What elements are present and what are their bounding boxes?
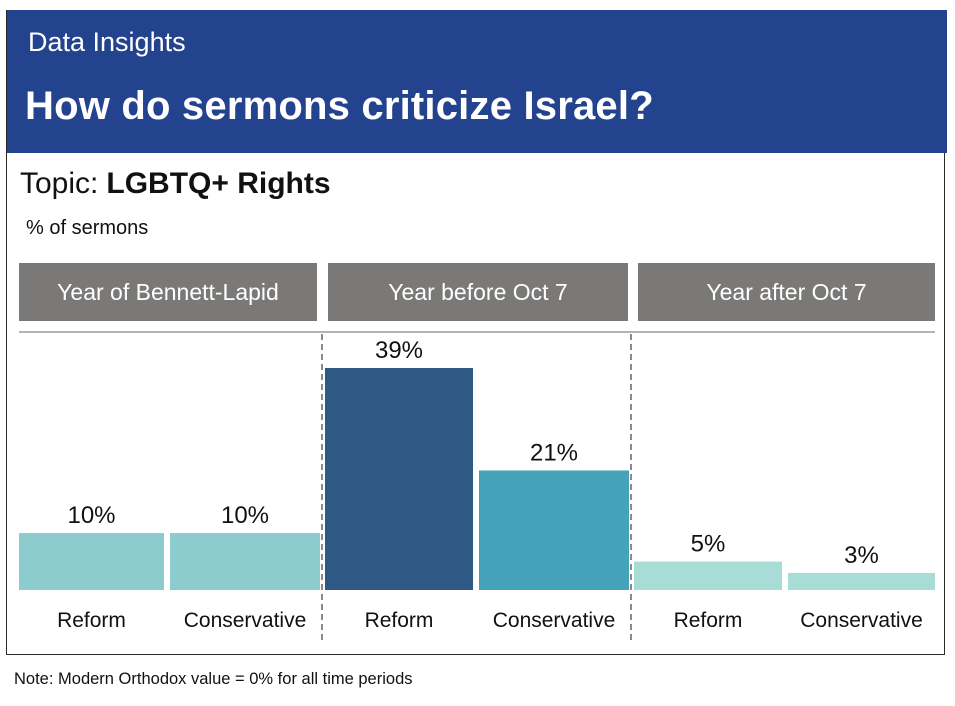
bar-value-label-2: 10% — [221, 502, 269, 529]
header-banner: Data Insights How do sermons criticize I… — [7, 10, 947, 153]
topic-line: Topic: LGBTQ+ Rights — [20, 167, 331, 201]
bar-3 — [325, 368, 473, 590]
footnote: Note: Modern Orthodox value = 0% for all… — [14, 670, 413, 688]
category-label-6: Conservative — [800, 609, 923, 632]
category-label-2: Conservative — [184, 609, 307, 632]
chart-title: How do sermons criticize Israel? — [25, 84, 654, 128]
y-unit-label: % of sermons — [26, 217, 149, 239]
bar-value-label-6: 3% — [844, 542, 879, 569]
category-label-1: Reform — [57, 609, 126, 632]
bar-value-label-5: 5% — [691, 531, 726, 558]
bar-value-label-4: 21% — [530, 439, 578, 466]
bar-5 — [634, 561, 782, 590]
bar-1 — [19, 533, 164, 590]
category-label-4: Conservative — [493, 609, 616, 632]
group-header-bennett-lapid: Year of Bennett-Lapid — [19, 263, 317, 321]
category-label-5: Reform — [674, 609, 743, 632]
category-label-3: Reform — [365, 609, 434, 632]
topic-label: Topic: — [20, 167, 99, 200]
bar-4 — [479, 470, 629, 590]
bar-value-label-1: 10% — [67, 502, 115, 529]
group-header-after-oct7: Year after Oct 7 — [638, 263, 935, 321]
bar-6 — [788, 572, 935, 590]
bar-value-label-3: 39% — [375, 337, 423, 364]
header-kicker: Data Insights — [28, 27, 186, 57]
topic-value: LGBTQ+ Rights — [106, 167, 331, 200]
group-header-before-oct7: Year before Oct 7 — [328, 263, 628, 321]
bar-2 — [170, 533, 320, 590]
